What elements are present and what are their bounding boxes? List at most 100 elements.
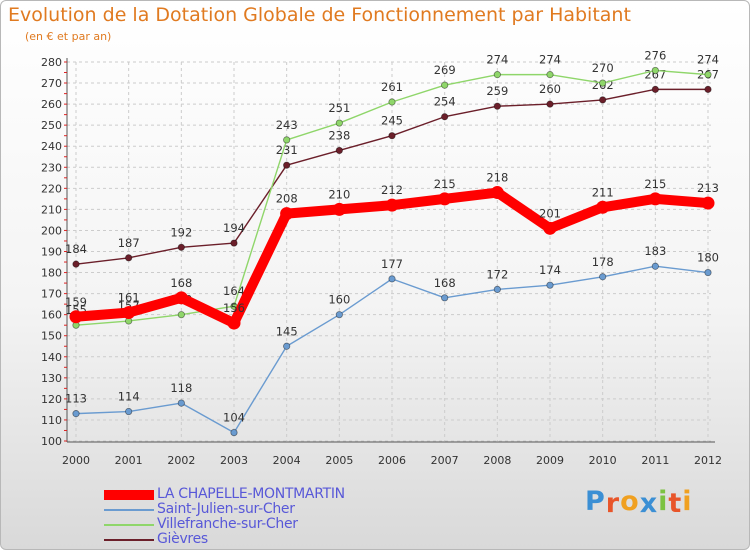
x-tick-label: 2007 bbox=[431, 454, 459, 467]
data-point-gievres bbox=[72, 260, 80, 268]
brand-letter: P bbox=[585, 486, 606, 517]
y-tick-label: 250 bbox=[41, 119, 62, 132]
legend-swatch-la-chapelle-montmartin bbox=[104, 489, 154, 500]
data-label-villefranche-sur-cher: 269 bbox=[434, 63, 456, 77]
data-point-villefranche-sur-cher bbox=[599, 79, 607, 87]
data-point-gievres bbox=[388, 132, 396, 140]
data-point-gievres bbox=[441, 113, 449, 121]
data-point-la-chapelle-montmartin bbox=[648, 192, 662, 206]
data-point-saint-julien-sur-cher bbox=[599, 273, 607, 281]
data-point-saint-julien-sur-cher bbox=[125, 407, 133, 416]
x-tick-label: 2001 bbox=[115, 454, 143, 467]
y-tick-label: 160 bbox=[41, 309, 62, 322]
y-tick-label: 140 bbox=[41, 351, 62, 364]
data-label-gievres: 260 bbox=[539, 82, 561, 96]
data-point-saint-julien-sur-cher bbox=[704, 268, 712, 277]
data-label-villefranche-sur-cher: 274 bbox=[486, 53, 508, 67]
data-label-saint-julien-sur-cher: 178 bbox=[592, 255, 614, 269]
data-point-la-chapelle-montmartin bbox=[332, 202, 346, 216]
brand-letter: x bbox=[639, 488, 659, 519]
data-point-gievres bbox=[599, 96, 607, 104]
data-label-saint-julien-sur-cher: 174 bbox=[539, 263, 561, 277]
legend-label-la-chapelle-montmartin: LA CHAPELLE-MONTMARTIN bbox=[157, 486, 345, 502]
legend-swatch-saint-julien-sur-cher bbox=[104, 508, 154, 511]
legend-label-gievres: Gièvres bbox=[157, 531, 208, 547]
data-point-villefranche-sur-cher bbox=[388, 98, 396, 106]
chart-title: Evolution de la Dotation Globale de Fonc… bbox=[8, 4, 631, 26]
data-label-saint-julien-sur-cher: 160 bbox=[328, 293, 350, 307]
data-label-villefranche-sur-cher: 276 bbox=[644, 48, 666, 62]
data-point-saint-julien-sur-cher bbox=[335, 311, 343, 319]
data-point-villefranche-sur-cher bbox=[177, 311, 185, 319]
data-point-la-chapelle-montmartin bbox=[280, 207, 294, 221]
data-point-la-chapelle-montmartin bbox=[438, 192, 452, 206]
data-label-saint-julien-sur-cher: 113 bbox=[65, 392, 87, 406]
y-tick-label: 240 bbox=[41, 140, 62, 153]
data-point-gievres bbox=[704, 85, 712, 93]
data-point-saint-julien-sur-cher bbox=[230, 428, 238, 437]
data-point-saint-julien-sur-cher bbox=[651, 262, 659, 270]
data-point-gievres bbox=[335, 146, 343, 155]
x-tick-label: 2011 bbox=[641, 454, 669, 467]
y-tick-label: 100 bbox=[41, 435, 62, 448]
y-tick-label: 260 bbox=[41, 98, 62, 111]
data-label-saint-julien-sur-cher: 118 bbox=[170, 381, 192, 395]
data-label-saint-julien-sur-cher: 172 bbox=[486, 267, 508, 281]
data-label-villefranche-sur-cher: 261 bbox=[381, 80, 403, 94]
data-point-saint-julien-sur-cher bbox=[441, 294, 449, 302]
data-label-villefranche-sur-cher: 243 bbox=[276, 118, 298, 132]
x-tick-label: 2002 bbox=[167, 454, 195, 467]
data-point-la-chapelle-montmartin bbox=[227, 316, 241, 330]
brand-letter: i bbox=[658, 486, 669, 517]
data-label-gievres: 254 bbox=[434, 95, 456, 109]
data-label-saint-julien-sur-cher: 145 bbox=[276, 324, 298, 338]
data-point-gievres bbox=[177, 243, 185, 251]
data-label-gievres: 192 bbox=[170, 225, 192, 239]
data-point-saint-julien-sur-cher bbox=[177, 399, 185, 407]
data-label-gievres: 184 bbox=[65, 242, 87, 256]
y-tick-label: 210 bbox=[41, 203, 62, 216]
data-point-gievres bbox=[493, 102, 501, 110]
data-point-la-chapelle-montmartin bbox=[701, 196, 715, 210]
data-point-saint-julien-sur-cher bbox=[493, 285, 501, 293]
x-tick-label: 2008 bbox=[483, 454, 511, 467]
data-point-la-chapelle-montmartin bbox=[69, 310, 83, 324]
y-tick-label: 220 bbox=[41, 182, 62, 195]
y-tick-label: 180 bbox=[41, 267, 62, 280]
x-tick-label: 2009 bbox=[536, 454, 564, 467]
data-label-gievres: 245 bbox=[381, 114, 403, 128]
brand-logo: Proxiti bbox=[585, 486, 693, 519]
data-point-villefranche-sur-cher bbox=[546, 71, 554, 79]
data-label-gievres: 231 bbox=[276, 143, 298, 157]
data-label-la-chapelle-montmartin: 215 bbox=[644, 177, 666, 191]
data-point-gievres bbox=[230, 239, 238, 247]
data-point-gievres bbox=[125, 254, 133, 262]
data-label-villefranche-sur-cher: 274 bbox=[539, 53, 561, 67]
y-tick-label: 190 bbox=[41, 246, 62, 259]
data-point-gievres bbox=[651, 85, 659, 93]
data-label-villefranche-sur-cher: 251 bbox=[328, 101, 350, 115]
data-label-la-chapelle-montmartin: 159 bbox=[65, 295, 87, 309]
y-tick-label: 170 bbox=[41, 288, 62, 301]
y-tick-label: 230 bbox=[41, 161, 62, 174]
y-tick-label: 270 bbox=[41, 77, 62, 90]
x-tick-label: 2012 bbox=[694, 454, 722, 467]
data-label-la-chapelle-montmartin: 201 bbox=[539, 206, 561, 220]
y-tick-label: 120 bbox=[41, 393, 62, 406]
data-label-la-chapelle-montmartin: 218 bbox=[486, 171, 508, 185]
data-point-saint-julien-sur-cher bbox=[283, 342, 291, 350]
legend-label-saint-julien-sur-cher: Saint-Julien-sur-Cher bbox=[157, 501, 295, 517]
data-label-la-chapelle-montmartin: 208 bbox=[276, 192, 298, 206]
y-tick-label: 150 bbox=[41, 330, 62, 343]
data-point-saint-julien-sur-cher bbox=[388, 275, 396, 283]
data-label-saint-julien-sur-cher: 180 bbox=[697, 251, 719, 265]
data-label-villefranche-sur-cher: 270 bbox=[592, 61, 614, 75]
data-label-villefranche-sur-cher: 164 bbox=[223, 284, 245, 298]
legend-swatch-gievres bbox=[104, 538, 154, 541]
data-point-villefranche-sur-cher bbox=[283, 136, 291, 144]
data-point-villefranche-sur-cher bbox=[493, 71, 501, 79]
legend-label-villefranche-sur-cher: Villefranche-sur-Cher bbox=[157, 516, 298, 532]
data-point-villefranche-sur-cher bbox=[335, 119, 343, 127]
x-tick-label: 2000 bbox=[62, 454, 90, 467]
